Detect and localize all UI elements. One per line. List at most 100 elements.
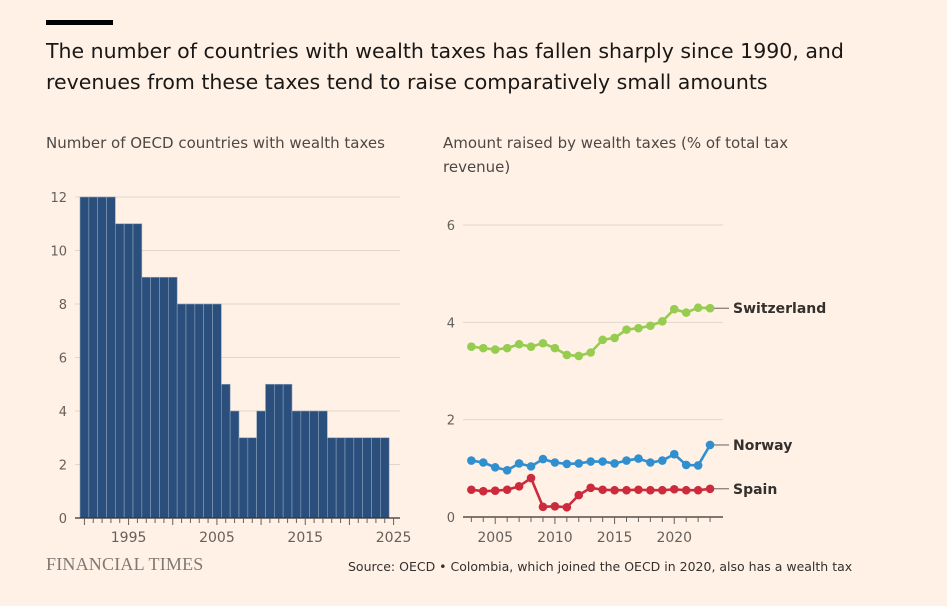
bar xyxy=(88,196,98,519)
data-point-spain xyxy=(658,485,667,495)
data-point-spain xyxy=(610,485,619,495)
bar xyxy=(318,410,328,519)
data-point-spain xyxy=(538,502,548,512)
data-point-norway xyxy=(646,458,655,467)
data-point-spain xyxy=(693,485,703,495)
series-label-norway: Norway xyxy=(733,438,792,454)
data-point-norway xyxy=(538,454,548,464)
data-point-norway xyxy=(658,456,667,465)
data-point-switzerland xyxy=(562,350,572,360)
bar xyxy=(229,410,240,519)
series-label-spain: Spain xyxy=(733,482,777,498)
data-point-norway xyxy=(669,449,679,459)
data-point-norway xyxy=(598,457,607,466)
right-y-tick-label: 0 xyxy=(447,511,455,526)
data-point-switzerland xyxy=(610,333,619,343)
bar xyxy=(221,383,231,519)
bar xyxy=(194,303,204,519)
source-note: Source: OECD • Colombia, which joined th… xyxy=(348,559,853,574)
data-point-norway xyxy=(562,459,572,469)
data-point-norway xyxy=(526,462,536,471)
right-x-tick-label: 2010 xyxy=(537,530,573,546)
bar xyxy=(212,303,222,519)
data-point-switzerland xyxy=(526,342,536,351)
data-point-norway xyxy=(705,440,715,450)
bar xyxy=(115,223,125,519)
bar xyxy=(265,383,275,519)
bar xyxy=(97,196,107,519)
data-point-switzerland xyxy=(658,317,667,326)
series-label-switzerland: Switzerland xyxy=(733,301,826,317)
data-point-norway xyxy=(574,459,584,468)
bar xyxy=(79,196,90,519)
data-point-norway xyxy=(550,458,560,467)
bar xyxy=(309,410,319,519)
data-point-spain xyxy=(646,485,655,495)
left-y-tick-label: 12 xyxy=(50,191,67,206)
data-point-switzerland xyxy=(490,345,500,354)
data-point-switzerland xyxy=(622,325,631,334)
data-point-norway xyxy=(622,456,631,465)
data-point-spain xyxy=(622,485,631,495)
data-point-norway xyxy=(514,459,524,468)
top-rule xyxy=(46,20,113,25)
right-x-tick-label: 2015 xyxy=(597,530,633,546)
left-y-tick-label: 0 xyxy=(59,512,67,527)
data-point-norway xyxy=(478,458,488,467)
left-x-tick-label: 1995 xyxy=(111,530,147,546)
headline: The number of countries with wealth taxe… xyxy=(46,39,844,94)
bar xyxy=(371,437,381,519)
right-chart-title: Amount raised by wealth taxes (% of tota… xyxy=(443,134,789,176)
bar xyxy=(247,437,257,519)
data-point-norway xyxy=(502,465,512,475)
left-y-tick-label: 8 xyxy=(59,298,67,313)
right-y-tick-label: 6 xyxy=(447,219,455,234)
left-x-tick-label: 2005 xyxy=(199,530,235,546)
left-y-tick-label: 2 xyxy=(59,459,67,474)
data-point-switzerland xyxy=(669,304,679,314)
data-point-spain xyxy=(574,490,584,500)
data-point-switzerland xyxy=(550,343,560,353)
data-point-spain xyxy=(586,483,596,493)
bar xyxy=(300,410,310,519)
bar xyxy=(106,196,116,519)
bar xyxy=(291,410,302,519)
bar xyxy=(256,410,266,519)
data-point-switzerland xyxy=(478,343,488,353)
left-x-tick-label: 2015 xyxy=(287,530,323,546)
data-point-switzerland xyxy=(705,303,715,313)
data-point-switzerland xyxy=(598,335,607,345)
data-point-switzerland xyxy=(681,308,691,317)
right-x-tick-label: 2020 xyxy=(656,530,692,546)
left-y-tick-label: 10 xyxy=(50,245,67,260)
bar xyxy=(274,383,284,519)
bar xyxy=(159,276,169,519)
bar xyxy=(132,223,143,519)
bar xyxy=(362,437,372,519)
data-point-switzerland xyxy=(502,343,512,353)
data-point-norway xyxy=(490,463,500,472)
data-point-spain xyxy=(550,501,560,511)
right-y-tick-label: 4 xyxy=(447,316,455,331)
data-point-norway xyxy=(610,459,619,468)
bar xyxy=(335,437,346,519)
data-point-norway xyxy=(693,461,703,470)
bar xyxy=(150,276,160,519)
data-point-spain xyxy=(514,482,524,491)
data-point-switzerland xyxy=(514,339,524,349)
data-point-spain xyxy=(478,486,488,496)
bar xyxy=(353,437,363,519)
bar xyxy=(344,437,355,519)
left-chart-title: Number of OECD countries with wealth tax… xyxy=(46,134,385,152)
bar xyxy=(282,383,293,519)
data-point-spain xyxy=(562,502,572,512)
data-point-norway xyxy=(681,460,691,470)
bar xyxy=(168,276,178,519)
financial-times-logo: FINANCIAL TIMES xyxy=(46,554,204,574)
data-point-switzerland xyxy=(538,338,548,348)
data-point-switzerland xyxy=(467,342,476,351)
data-point-spain xyxy=(681,485,691,495)
right-y-tick-label: 2 xyxy=(447,414,455,429)
left-y-tick-label: 4 xyxy=(59,405,67,420)
